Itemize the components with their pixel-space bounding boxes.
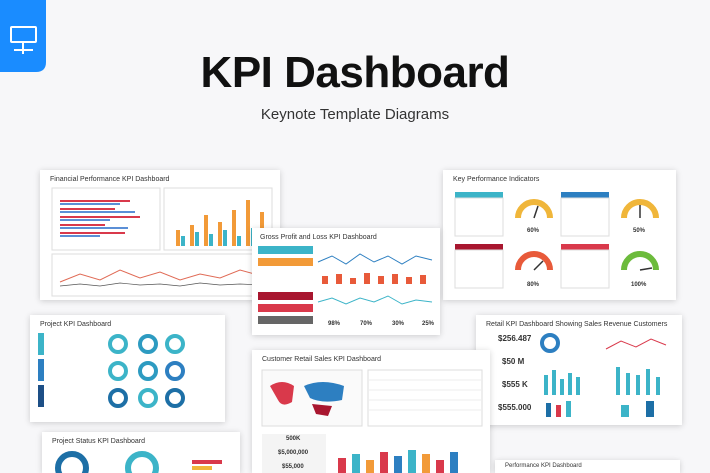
slide-title: Project Status KPI Dashboard	[52, 438, 145, 445]
title: KPI Dashboard	[200, 48, 510, 97]
slide-graphics	[258, 246, 433, 324]
stat: $555.000	[498, 403, 532, 412]
stat: 98%	[328, 321, 341, 327]
slide-title: Project KPI Dashboard	[40, 321, 112, 328]
slide-title: Financial Performance KPI Dashboard	[50, 176, 170, 183]
slide-graphics	[454, 192, 659, 289]
slide-graphics	[38, 333, 185, 408]
slide-graphics	[540, 333, 667, 417]
stat: $256.487	[498, 334, 532, 343]
slide-title: Customer Retail Sales KPI Dashboard	[262, 356, 382, 363]
slide-title: Gross Profit and Loss KPI Dashboard	[260, 234, 377, 241]
slide-card: Key Performance Indicators 60% 50% 80% 1…	[443, 170, 676, 300]
slide-card: Gross Profit and Loss KPI Dashboard 98% …	[252, 228, 440, 335]
gauge-value: 100%	[631, 282, 647, 288]
subtitle: Keynote Template Diagrams	[260, 106, 450, 123]
stat: 30%	[392, 321, 405, 327]
gauge-value: 60%	[527, 228, 540, 234]
slide-card: Project Status KPI Dashboard	[42, 432, 240, 473]
gauge-value: 50%	[633, 228, 646, 234]
stat: $55,000	[282, 464, 304, 470]
gauge-value: 80%	[527, 282, 540, 288]
slide-graphics	[261, 369, 483, 473]
app-icon	[0, 0, 46, 72]
slide-graphics	[55, 451, 222, 473]
stat: $5,000,000	[278, 450, 309, 456]
stat: $50 M	[502, 357, 525, 366]
stat: 70%	[360, 321, 373, 327]
slide-title: Performance KPI Dashboard	[505, 463, 582, 469]
stat: 25%	[422, 321, 435, 327]
slide-title: Retail KPI Dashboard Showing Sales Reven…	[486, 321, 668, 328]
slide-card: Retail KPI Dashboard Showing Sales Reven…	[476, 315, 682, 425]
slide-card: Performance KPI Dashboard	[495, 460, 680, 473]
slide-card: Financial Performance KPI Dashboard	[40, 170, 280, 300]
slide-card: Customer Retail Sales KPI Dashboard 500K…	[252, 350, 490, 473]
slide-graphics	[51, 187, 273, 297]
stat: 500K	[286, 436, 301, 442]
stat: $555 K	[502, 380, 528, 389]
slide-card: Project KPI Dashboard	[30, 315, 225, 422]
slide-title: Key Performance Indicators	[453, 176, 540, 183]
